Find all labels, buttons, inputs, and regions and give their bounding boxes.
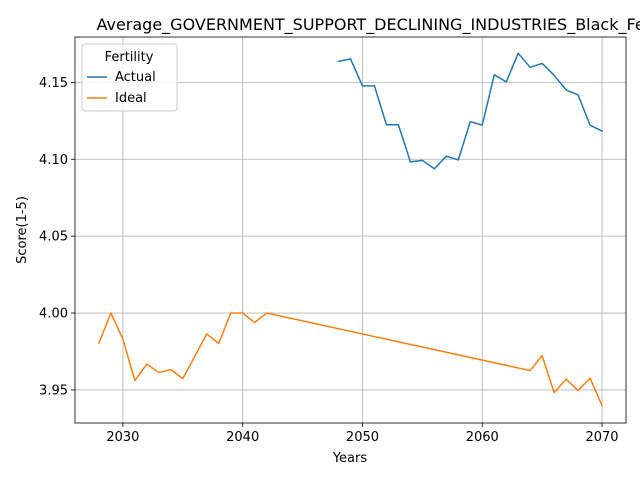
axis-ticks: 2030 2040 2050 2060 2070 3.95 4.00 4.05 4.10 4.15	[39, 76, 619, 445]
legend-title: Fertility	[105, 50, 154, 65]
y-axis-label: Score(1-5)	[15, 196, 30, 264]
legend: Fertility Actual Ideal	[81, 43, 178, 112]
series-line-ideal	[97, 312, 604, 407]
x-tick-label: 2040	[226, 430, 259, 445]
axes-frame	[74, 36, 627, 424]
legend-label-ideal: Ideal	[115, 91, 147, 106]
x-tick-label: 2060	[466, 430, 499, 445]
y-tick-label: 3.95	[39, 383, 68, 398]
y-tick-label: 4.00	[39, 307, 68, 322]
chart-title: Average_GOVERNMENT_SUPPORT_DECLINING_IND…	[96, 15, 640, 35]
legend-box	[81, 43, 178, 112]
x-tick-label: 2070	[585, 430, 618, 445]
series-line-actual	[337, 52, 604, 170]
series-lines	[97, 52, 604, 407]
y-tick-label: 4.15	[39, 76, 68, 91]
legend-label-actual: Actual	[115, 70, 156, 85]
y-tick-label: 4.05	[39, 230, 68, 245]
y-tick-label: 4.10	[39, 153, 68, 168]
x-tick-label: 2050	[346, 430, 379, 445]
x-axis-label: Years	[332, 451, 368, 466]
grid-lines	[75, 37, 626, 423]
x-tick-label: 2030	[106, 430, 139, 445]
